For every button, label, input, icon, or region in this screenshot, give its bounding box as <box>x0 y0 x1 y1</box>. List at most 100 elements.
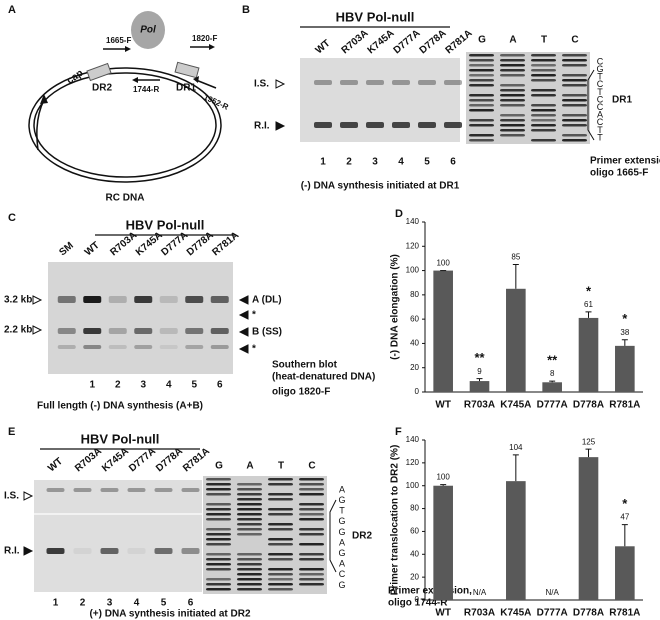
gel-band <box>206 563 231 566</box>
panel-label: A <box>8 4 16 16</box>
band-arrow <box>238 295 249 305</box>
gel-band <box>237 553 262 556</box>
gel-band <box>500 134 525 137</box>
gel-band <box>392 122 410 128</box>
gel-band <box>57 328 76 334</box>
gel-band <box>100 488 119 492</box>
gel-band <box>299 558 324 561</box>
sequence-letter: C <box>339 569 346 579</box>
marker-label: R.I. <box>254 121 270 132</box>
gel-band <box>206 533 231 536</box>
gel-band <box>237 488 262 491</box>
y-tick-label: 20 <box>410 572 419 581</box>
note: (heat-denatured DNA) <box>272 372 375 383</box>
lane-number: 2 <box>80 598 86 609</box>
gel-band <box>314 80 332 85</box>
y-tick-label: 20 <box>410 363 419 372</box>
gel-band <box>469 59 494 62</box>
lane-label: R703A <box>108 230 139 258</box>
gel-band <box>500 69 525 72</box>
x-tick-label: R703A <box>464 608 495 619</box>
gel-band <box>237 493 262 496</box>
gel-band <box>237 518 262 521</box>
gel-band <box>531 94 556 97</box>
band-label: B (SS) <box>252 327 282 338</box>
lane-number: 1 <box>89 380 95 391</box>
y-tick-label: 40 <box>410 549 419 558</box>
gel-band <box>127 548 146 554</box>
lane-label: R703A <box>340 28 371 56</box>
gel-band <box>562 64 587 67</box>
gel-band <box>562 59 587 62</box>
strand-outer <box>28 67 222 183</box>
error-bar <box>476 378 483 382</box>
gel-band <box>340 80 358 85</box>
gel-band <box>531 74 556 77</box>
sequence-letter: G <box>338 527 345 537</box>
gel-band <box>562 99 587 102</box>
gel-band <box>531 124 556 127</box>
bar <box>506 481 526 600</box>
group-label: HBV Pol-null <box>336 9 415 24</box>
sequence-letter: T <box>597 87 603 97</box>
gel-band <box>562 139 587 142</box>
gel <box>466 52 590 144</box>
gel-band <box>500 104 525 107</box>
gel-band <box>299 583 324 586</box>
lane-number: 5 <box>161 598 167 609</box>
sequence-letter: A <box>597 110 603 120</box>
gel-band <box>268 483 293 486</box>
lane-label: D777A <box>392 28 423 56</box>
gel-band <box>159 345 178 349</box>
gel-band <box>237 563 262 566</box>
seq-lane-label: C <box>308 461 315 472</box>
gel-band <box>500 74 525 77</box>
value-label: 47 <box>620 513 629 522</box>
sequence-letter: G <box>338 495 345 505</box>
y-tick-label: 40 <box>410 339 419 348</box>
gel-band <box>444 80 462 85</box>
y-tick-label: 80 <box>410 504 419 513</box>
gel-band <box>500 89 525 92</box>
lane-label: SM <box>57 240 76 258</box>
gel-band <box>237 578 262 581</box>
gel-band <box>210 296 229 303</box>
gel-band <box>562 94 587 97</box>
gel-band <box>531 79 556 82</box>
gel-band <box>531 59 556 62</box>
gel-band <box>469 104 494 107</box>
lane-label: R781A <box>210 230 241 258</box>
gel-band <box>562 79 587 82</box>
gel-band <box>531 114 556 117</box>
gel-band <box>299 483 324 486</box>
gel-band <box>268 543 293 546</box>
size-marker: 3.2 kb <box>4 295 32 306</box>
gel-band <box>268 513 293 516</box>
lane-number: 5 <box>424 157 430 168</box>
value-label: 85 <box>511 253 520 262</box>
gel-band <box>469 69 494 72</box>
panel-label: D <box>395 208 403 220</box>
gel-band <box>500 94 525 97</box>
gel-band <box>206 483 231 486</box>
gel-band <box>206 558 231 561</box>
gel-band <box>73 548 92 554</box>
gel-band <box>83 296 102 303</box>
seq-lane-label: A <box>246 461 253 472</box>
bar <box>542 382 562 392</box>
gel-band <box>206 488 231 491</box>
sequence-letter: T <box>597 125 603 135</box>
value-label: 104 <box>509 443 523 452</box>
gel-band <box>206 493 231 496</box>
gel-band <box>206 568 231 571</box>
lane-label: WT <box>46 456 65 474</box>
gel-band <box>206 553 231 556</box>
gel-band <box>531 119 556 122</box>
gel-band <box>83 345 102 349</box>
gel-band <box>268 558 293 561</box>
arrowhead <box>209 44 215 50</box>
group-label: HBV Pol-null <box>81 431 160 446</box>
gel-band <box>206 508 231 511</box>
dr1-label: DR1 <box>176 83 196 94</box>
error-bar <box>512 264 519 289</box>
